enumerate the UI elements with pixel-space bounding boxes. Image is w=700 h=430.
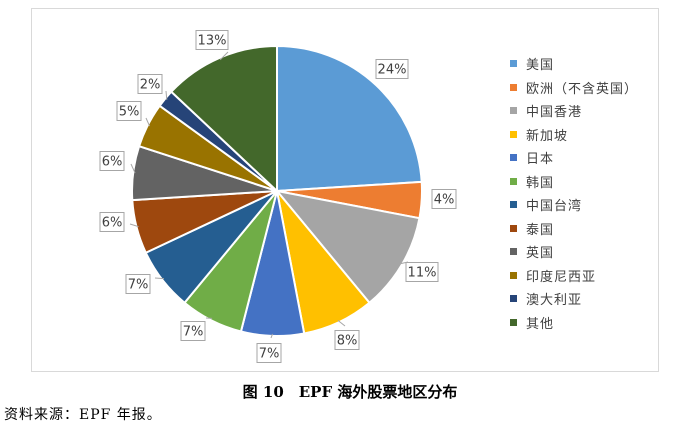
data-label-5: 7%: [256, 343, 282, 363]
legend-item-11: 澳大利亚: [510, 287, 680, 311]
data-label-9: 6%: [99, 151, 125, 171]
leader-line-5: [270, 333, 273, 339]
legend-swatch: [510, 60, 517, 68]
data-label-text: 7%: [183, 325, 204, 340]
legend-item-5: 日本: [510, 146, 680, 170]
leader-line-10: [145, 117, 151, 127]
legend-label: 中国香港: [526, 105, 583, 121]
source-note: 资料来源：EPF 年报。: [4, 407, 162, 423]
leader-lines: [129, 51, 409, 339]
data-label-text: 13%: [198, 34, 227, 49]
legend-item-6: 韩国: [510, 170, 680, 194]
data-label-text: 4%: [434, 193, 455, 208]
data-label-12: 13%: [195, 30, 229, 50]
legend-swatch: [510, 107, 517, 115]
legend-label: 日本: [526, 152, 555, 168]
pie-slice-12: [170, 45, 278, 192]
legend-label: 欧洲（不含英国）: [526, 81, 639, 97]
legend-swatch: [510, 177, 517, 185]
data-label-text: 11%: [408, 266, 437, 281]
legend-swatch: [510, 271, 517, 279]
legend-item-3: 中国香港: [510, 99, 680, 123]
data-label-3: 11%: [405, 262, 439, 282]
figure-caption: 图 10 EPF 海外股票地区分布: [242, 383, 458, 401]
data-label-2: 4%: [431, 189, 457, 209]
leader-line-8: [129, 223, 139, 228]
legend-label: 新加坡: [526, 128, 569, 144]
pie-slices: [131, 45, 423, 337]
legend-swatch: [510, 201, 517, 209]
legend-label: 泰国: [526, 222, 555, 238]
legend-item-8: 泰国: [510, 217, 680, 241]
data-label-1: 24%: [375, 59, 409, 79]
data-label-text: 6%: [102, 216, 123, 231]
legend-swatch: [510, 224, 517, 232]
legend-item-4: 新加坡: [510, 123, 680, 147]
leader-line-4: [337, 320, 346, 327]
legend-swatch: [510, 130, 517, 138]
data-label-text: 7%: [259, 347, 280, 362]
pie-slice-1: [276, 45, 423, 192]
pie-slice-3: [276, 190, 421, 304]
leader-line-12: [219, 51, 229, 61]
data-labels: 24% 4% 11% 8% 7% 7% 7% 6% 6% 5%2% 13%: [99, 30, 457, 363]
legend-item-7: 中国台湾: [510, 193, 680, 217]
data-label-11: 2%: [137, 74, 163, 94]
legend-label: 澳大利亚: [526, 293, 583, 309]
legend-label: 中国台湾: [526, 199, 583, 215]
data-label-7: 7%: [125, 274, 151, 294]
data-label-text: 8%: [337, 334, 358, 349]
data-label-10: 5%: [116, 101, 142, 121]
data-label-text: 2%: [140, 78, 161, 93]
data-label-text: 24%: [378, 63, 407, 78]
data-label-8: 6%: [99, 212, 125, 232]
legend-label: 美国: [526, 58, 555, 74]
legend-swatch: [510, 318, 517, 326]
data-label-text: 5%: [119, 105, 140, 120]
legend-swatch: [510, 248, 517, 256]
data-label-text: 7%: [128, 278, 149, 293]
legend-swatch: [510, 83, 517, 91]
legend-item-2: 欧洲（不含英国）: [510, 76, 680, 100]
legend-item-1: 美国: [510, 52, 680, 76]
legend-label: 其他: [526, 316, 555, 332]
legend-item-9: 英国: [510, 240, 680, 264]
legend-label: 印度尼西亚: [526, 269, 597, 285]
legend-item-12: 其他: [510, 311, 680, 335]
leader-line-9: [130, 163, 136, 174]
legend-item-10: 印度尼西亚: [510, 264, 680, 288]
legend-swatch: [510, 154, 517, 162]
leader-line-11: [165, 90, 168, 100]
legend-swatch: [510, 295, 517, 303]
legend-label: 英国: [526, 246, 555, 262]
data-label-text: 6%: [102, 155, 123, 170]
legend: 美国欧洲（不含英国） 中国香港新加坡日本韩国中国台湾泰国英国印度尼西亚澳大利亚其他: [510, 52, 680, 334]
legend-label: 韩国: [526, 175, 555, 191]
leader-line-7: [154, 277, 165, 280]
data-label-6: 7%: [180, 321, 206, 341]
data-label-4: 8%: [334, 330, 360, 350]
